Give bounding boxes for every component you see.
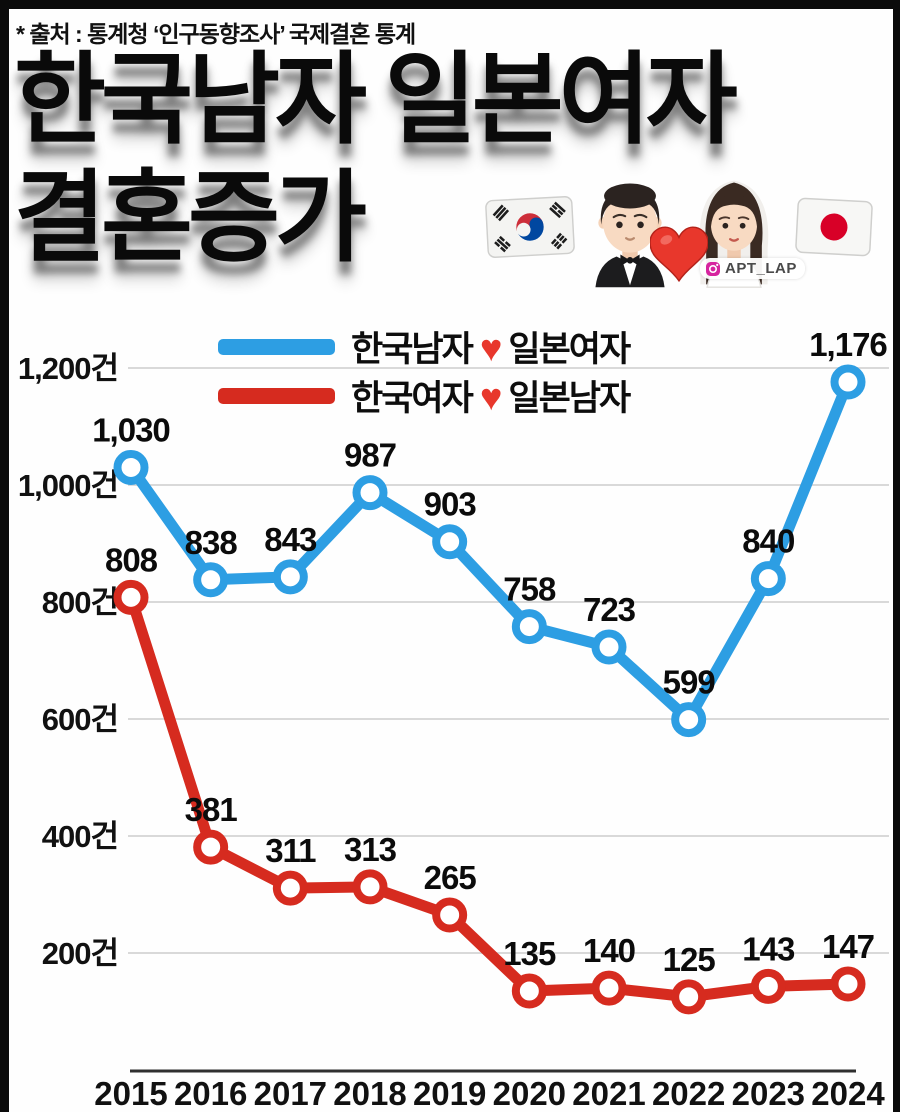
- x-tick-label: 2015: [94, 1075, 167, 1112]
- data-point: [671, 979, 707, 1015]
- title-line-2: 결혼증가: [14, 162, 367, 274]
- legend-item-blue: 한국남자 ♥ 일본여자: [218, 322, 631, 371]
- data-point-label: 987: [344, 437, 396, 474]
- data-point: [432, 897, 468, 933]
- x-tick-label: 2016: [174, 1075, 247, 1112]
- legend-label-right: 일본여자: [508, 330, 631, 369]
- data-point-label: 723: [583, 591, 636, 628]
- data-point-label: 843: [264, 521, 317, 558]
- y-tick-label: 200건: [42, 936, 118, 971]
- data-point-label: 381: [185, 791, 238, 828]
- data-point: [591, 970, 627, 1006]
- legend-swatch-red: [218, 387, 335, 404]
- groom-emoji: [595, 183, 665, 288]
- data-point-label: 311: [265, 832, 316, 869]
- data-point: [511, 973, 547, 1009]
- heart-icon: ♥: [479, 328, 503, 370]
- data-point-label: 808: [105, 541, 158, 578]
- y-tick-label: 400건: [42, 819, 118, 854]
- data-point: [272, 559, 308, 595]
- data-point-label: 758: [503, 571, 556, 608]
- data-point: [432, 524, 468, 560]
- source-note: * 출처 : 통계청 ‘인구동향조사’ 국제결혼 통계: [16, 21, 416, 47]
- series-line: [125, 376, 854, 726]
- x-tick-label: 2022: [652, 1075, 725, 1112]
- korea-flag-icon: [485, 196, 575, 258]
- data-point: [750, 968, 786, 1004]
- y-tick-label: 800건: [42, 585, 118, 620]
- chart-legend: 한국남자 ♥ 일본여자 한국여자 ♥ 일본남자: [218, 322, 631, 420]
- japan-flag-icon: [795, 197, 873, 257]
- data-point-label: 903: [424, 486, 477, 523]
- top-border-bar: [0, 0, 900, 9]
- data-point: [272, 870, 308, 906]
- y-tick-label: 1,000건: [18, 468, 118, 503]
- data-point: [750, 561, 786, 597]
- x-tick-label: 2023: [732, 1075, 805, 1112]
- data-point-label: 143: [742, 930, 795, 967]
- data-point-label: 840: [742, 523, 794, 560]
- data-point-label: 147: [822, 928, 874, 965]
- data-point-label: 140: [583, 932, 635, 969]
- x-tick-label: 2019: [413, 1075, 486, 1112]
- title-line-1: 한국남자 일본여자: [14, 44, 738, 156]
- legend-label-left: 한국여자: [351, 379, 474, 418]
- x-tick-label: 2020: [493, 1075, 566, 1112]
- data-point-label: 135: [503, 935, 556, 972]
- data-point: [193, 562, 229, 598]
- data-point-label: 313: [344, 831, 397, 868]
- data-point-label: 125: [663, 941, 716, 978]
- y-tick-label: 600건: [42, 702, 118, 737]
- data-point: [193, 829, 229, 865]
- right-border-bar: [893, 0, 900, 1112]
- red-heart-icon: [650, 226, 708, 282]
- data-point-label: 265: [424, 859, 477, 896]
- left-border-bar: [0, 0, 9, 1112]
- data-point: [830, 364, 866, 400]
- x-tick-label: 2024: [811, 1075, 885, 1112]
- heart-icon: ♥: [479, 377, 503, 419]
- watermark-text: APT_LAP: [725, 260, 797, 277]
- data-point-label: 1,176: [809, 326, 887, 363]
- legend-label-left: 한국남자: [351, 330, 474, 369]
- data-point-label: 1,030: [92, 411, 170, 448]
- data-point: [511, 609, 547, 645]
- legend-label-right: 일본남자: [508, 379, 631, 418]
- data-point: [591, 629, 627, 665]
- data-point: [830, 966, 866, 1002]
- legend-swatch-blue: [218, 338, 335, 355]
- data-point-label: 599: [663, 664, 716, 701]
- watermark-badge: APT_LAP: [700, 258, 805, 279]
- legend-item-red: 한국여자 ♥ 일본남자: [218, 371, 631, 420]
- x-tick-label: 2017: [254, 1075, 327, 1112]
- x-tick-label: 2021: [572, 1075, 645, 1112]
- data-point-label: 838: [185, 524, 238, 561]
- data-point: [352, 869, 388, 905]
- data-point: [671, 702, 707, 738]
- series-line: [125, 591, 854, 1003]
- data-point: [113, 579, 149, 615]
- instagram-icon: [706, 261, 720, 276]
- x-tick-label: 2018: [333, 1075, 406, 1112]
- y-tick-label: 1,200건: [18, 351, 118, 386]
- data-point: [352, 475, 388, 511]
- data-point: [113, 449, 149, 485]
